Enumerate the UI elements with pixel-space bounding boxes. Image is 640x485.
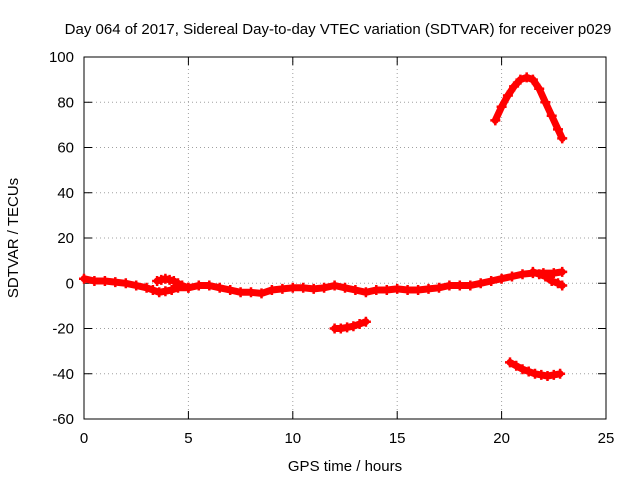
y-tick-label: 80 bbox=[57, 94, 74, 111]
y-tick-label: 100 bbox=[49, 49, 74, 66]
data-point bbox=[354, 319, 365, 329]
data-point bbox=[214, 282, 225, 293]
data-point bbox=[147, 285, 158, 295]
data-point bbox=[509, 81, 520, 92]
data-point bbox=[527, 266, 538, 277]
data-point bbox=[235, 287, 246, 298]
series-segment-22h bbox=[527, 266, 568, 291]
data-point bbox=[553, 124, 563, 135]
data-point bbox=[517, 269, 528, 280]
data-point bbox=[79, 273, 89, 284]
data-point bbox=[89, 276, 100, 286]
data-point bbox=[266, 285, 277, 295]
data-point bbox=[329, 280, 340, 291]
data-point bbox=[277, 283, 288, 294]
data-point bbox=[381, 285, 392, 295]
data-point bbox=[557, 266, 568, 277]
data-point bbox=[131, 280, 142, 291]
data-point bbox=[350, 285, 361, 295]
data-point bbox=[527, 74, 538, 85]
data-point bbox=[246, 287, 256, 298]
y-tick-label: -20 bbox=[52, 321, 74, 338]
chart-title: Day 064 of 2017, Sidereal Day-to-day VTE… bbox=[65, 21, 612, 38]
data-point bbox=[548, 268, 559, 279]
x-tick-label: 10 bbox=[284, 430, 301, 447]
data-point bbox=[308, 283, 319, 294]
data-layer bbox=[79, 72, 568, 381]
data-point bbox=[204, 280, 215, 291]
data-point bbox=[360, 287, 371, 298]
data-point bbox=[540, 271, 551, 282]
x-tick-label: 25 bbox=[598, 430, 615, 447]
data-point bbox=[371, 285, 382, 295]
series-main bbox=[79, 266, 568, 299]
data-point bbox=[225, 285, 236, 295]
data-point bbox=[110, 277, 121, 288]
x-tick-label: 0 bbox=[80, 430, 88, 447]
data-point bbox=[193, 280, 204, 291]
data-point bbox=[511, 360, 522, 371]
y-tick-label: 20 bbox=[57, 230, 74, 247]
data-point bbox=[348, 321, 359, 332]
x-tick-label: 5 bbox=[184, 430, 192, 447]
y-tick-label: -40 bbox=[52, 366, 74, 383]
data-point bbox=[183, 282, 194, 293]
data-point bbox=[502, 90, 513, 101]
data-point bbox=[490, 115, 501, 126]
data-point bbox=[515, 74, 526, 85]
data-point bbox=[521, 72, 532, 83]
data-point bbox=[434, 282, 444, 293]
data-point bbox=[454, 280, 465, 291]
y-axis-label: SDTVAR / TECUs bbox=[5, 178, 22, 298]
data-point bbox=[141, 282, 152, 293]
tick-layer: 0 5 10 15 20 25 -60 -40 -20 0 20 40 60 80 100 bbox=[49, 49, 614, 447]
data-point bbox=[546, 110, 557, 121]
data-point bbox=[423, 283, 434, 294]
data-point bbox=[540, 97, 551, 108]
series-segment-12h bbox=[329, 316, 371, 334]
x-tick-label: 20 bbox=[493, 430, 510, 447]
data-point bbox=[402, 285, 413, 295]
data-point bbox=[507, 271, 517, 282]
data-point bbox=[99, 276, 110, 286]
data-point bbox=[486, 276, 497, 286]
data-point bbox=[465, 280, 476, 291]
data-point bbox=[475, 278, 486, 289]
data-point bbox=[392, 283, 403, 294]
data-point bbox=[557, 280, 568, 291]
y-tick-label: 60 bbox=[57, 140, 74, 157]
data-point bbox=[444, 280, 455, 291]
y-tick-label: 40 bbox=[57, 185, 74, 202]
data-point bbox=[496, 273, 507, 284]
data-point bbox=[319, 282, 330, 293]
x-tick-label: 15 bbox=[389, 430, 406, 447]
data-point bbox=[496, 101, 507, 112]
data-point bbox=[546, 276, 557, 286]
data-point bbox=[177, 280, 188, 291]
grid-layer bbox=[84, 57, 606, 419]
data-point bbox=[557, 133, 568, 144]
data-point bbox=[360, 316, 371, 327]
data-point bbox=[413, 285, 424, 295]
data-point bbox=[287, 282, 298, 293]
y-tick-label: 0 bbox=[66, 275, 74, 292]
data-point bbox=[517, 364, 528, 375]
data-point bbox=[120, 278, 131, 289]
series-segment-20h-upper bbox=[490, 72, 568, 144]
data-point bbox=[534, 269, 545, 280]
y-tick-label: -60 bbox=[52, 411, 74, 428]
data-point bbox=[340, 282, 350, 293]
x-axis-label: GPS time / hours bbox=[288, 458, 402, 475]
data-point bbox=[555, 368, 566, 379]
data-point bbox=[523, 366, 534, 377]
data-point bbox=[166, 285, 177, 295]
series-segment-20h-lower bbox=[505, 357, 566, 381]
series-segment-3.5h bbox=[152, 273, 194, 293]
data-point bbox=[505, 357, 515, 368]
data-point bbox=[534, 83, 545, 94]
data-point bbox=[298, 282, 309, 293]
data-point bbox=[256, 288, 267, 299]
